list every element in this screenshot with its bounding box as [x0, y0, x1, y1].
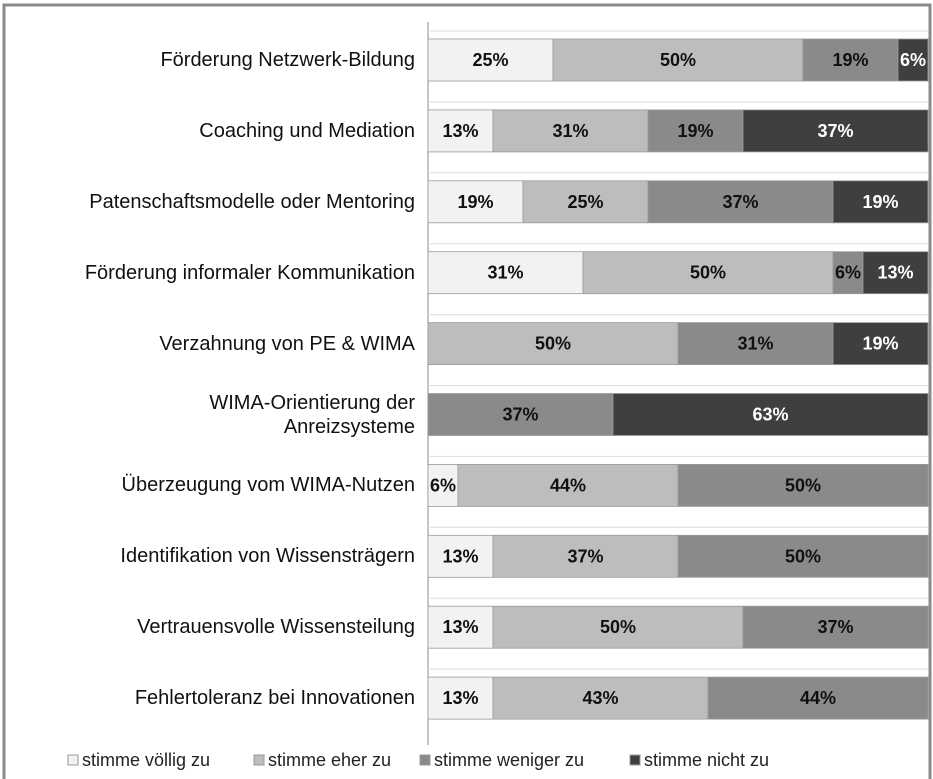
bar-segment — [427, 109, 494, 153]
value-label: 50% — [600, 617, 636, 637]
legend-swatch — [629, 754, 641, 766]
bar-segment — [492, 676, 709, 720]
value-label: 13% — [442, 688, 478, 708]
bar-segment — [832, 322, 929, 366]
bar-segment — [457, 463, 679, 507]
bar-segment — [677, 534, 929, 578]
value-label: 13% — [442, 546, 478, 566]
value-label: 50% — [785, 546, 821, 566]
value-label: 43% — [582, 688, 618, 708]
bar-segment — [492, 109, 649, 153]
value-label: 31% — [487, 263, 523, 283]
value-label: 50% — [785, 475, 821, 495]
bar-segment — [832, 180, 929, 224]
legend-label: stimme nicht zu — [644, 750, 769, 770]
legend-swatch — [419, 754, 431, 766]
legend-swatch — [67, 754, 79, 766]
legend-label: stimme völlig zu — [82, 750, 210, 770]
value-label: 31% — [737, 334, 773, 354]
value-label: 25% — [567, 192, 603, 212]
bar-segment — [862, 251, 929, 295]
category-label: Coaching und Mediation — [199, 119, 415, 142]
value-label: 44% — [550, 475, 586, 495]
category-label: Verzahnung von PE & WIMA — [159, 332, 415, 355]
bar-segment — [427, 180, 524, 224]
value-label: 50% — [535, 334, 571, 354]
value-label: 25% — [472, 50, 508, 70]
bar-segment — [492, 605, 744, 649]
value-label: 19% — [677, 121, 713, 141]
bar-segment — [802, 38, 899, 82]
legend-label: stimme eher zu — [268, 750, 391, 770]
bar-segment — [427, 534, 494, 578]
value-label: 37% — [502, 405, 538, 425]
value-label: 19% — [457, 192, 493, 212]
bar-segment — [742, 109, 929, 153]
bar-segment — [552, 38, 804, 82]
bar-segment — [742, 605, 929, 649]
bar-segment — [582, 251, 834, 295]
value-label: 50% — [690, 263, 726, 283]
bar-segment — [492, 534, 679, 578]
category-label: Förderung informaler Kommunikation — [84, 261, 415, 284]
bar-segment — [522, 180, 649, 224]
value-label: 19% — [862, 192, 898, 212]
category-label: WIMA-Orientierung der Anreizsysteme — [209, 391, 415, 438]
bar-segment — [707, 676, 929, 720]
bar-segment — [427, 38, 554, 82]
value-label: 6% — [430, 475, 456, 495]
value-label: 13% — [442, 121, 478, 141]
bar-segment — [647, 180, 834, 224]
value-label: 6% — [900, 50, 926, 70]
legend-swatch — [253, 754, 265, 766]
bar-segment — [612, 393, 929, 436]
value-label: 31% — [552, 121, 588, 141]
bar-segment — [427, 463, 459, 507]
value-label: 44% — [800, 688, 836, 708]
value-label: 37% — [817, 617, 853, 637]
category-label: Förderung Netzwerk-Bildung — [160, 49, 415, 71]
legend-label: stimme weniger zu — [434, 750, 584, 770]
bar-segment — [427, 676, 494, 720]
value-label: 50% — [660, 50, 696, 70]
value-label: 19% — [862, 334, 898, 354]
bar-segment — [897, 38, 929, 82]
category-label: Patenschaftsmodelle oder Mentoring — [89, 190, 415, 213]
value-label: 37% — [817, 121, 853, 141]
category-label: Identifikation von Wissensträgern — [120, 545, 415, 568]
bar-segment — [427, 322, 679, 366]
category-label: Vertrauensvolle Wissensteilung — [137, 616, 415, 639]
value-label: 13% — [877, 263, 913, 283]
value-label: 6% — [835, 263, 861, 283]
value-label: 63% — [752, 405, 788, 425]
value-label: 37% — [722, 192, 758, 212]
bar-segment — [427, 251, 584, 295]
value-label: 37% — [567, 546, 603, 566]
value-label: 19% — [832, 50, 868, 70]
bar-segment — [677, 322, 834, 366]
chart-frame — [2, 3, 932, 779]
bar-segment — [677, 463, 929, 507]
category-label: Überzeugung vom WIMA-Nutzen — [121, 474, 415, 497]
category-label: Fehlertoleranz bei Innovationen — [134, 687, 415, 710]
bar-segment — [427, 393, 614, 436]
value-label: 13% — [442, 617, 478, 637]
